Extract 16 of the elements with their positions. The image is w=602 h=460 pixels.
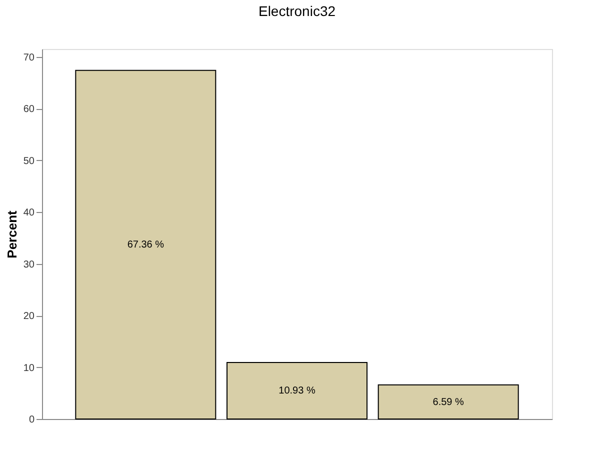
- y-tick-label: 40: [23, 208, 35, 219]
- bar: [378, 384, 519, 420]
- data-label: 67.36 %: [127, 240, 164, 251]
- y-tick-label: 60: [23, 104, 35, 116]
- data-label: 10.93 %: [278, 386, 316, 397]
- y-tick-label: 10: [23, 362, 35, 374]
- y-tick-label: 30: [23, 259, 35, 270]
- bar: [226, 362, 368, 420]
- bar: [75, 70, 216, 420]
- y-tick-label: 20: [23, 311, 35, 322]
- data-label: 6.59 %: [432, 396, 464, 408]
- y-axis-title: Percent: [4, 210, 20, 258]
- y-tick-label: 50: [23, 156, 35, 167]
- y-tick-label: 70: [23, 52, 35, 64]
- y-tick-label: 0: [28, 414, 35, 426]
- chart-title: Electronic32: [258, 3, 336, 19]
